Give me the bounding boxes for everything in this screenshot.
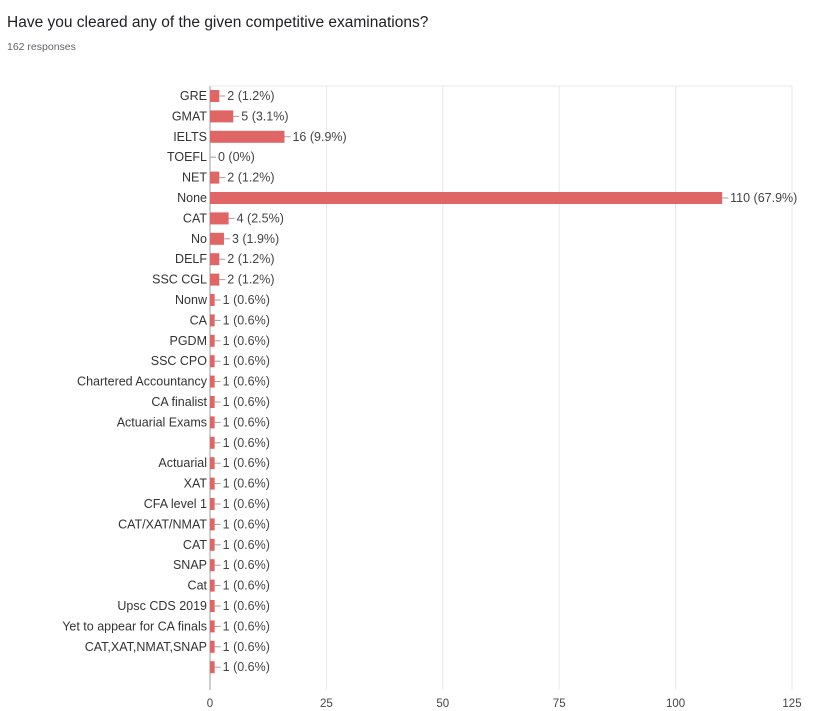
bar	[210, 90, 220, 102]
category-label: CA finalist	[151, 395, 207, 409]
category-label: CAT/XAT/NMAT	[118, 517, 207, 531]
category-label: GMAT	[172, 109, 208, 123]
data-label: 0 (0%)	[218, 150, 255, 164]
category-label: CAT	[183, 211, 207, 225]
bar	[210, 110, 234, 123]
category-label: Actuarial Exams	[117, 415, 207, 429]
data-label: 2 (1.2%)	[227, 273, 274, 287]
bar	[210, 334, 215, 347]
data-label: 1 (0.6%)	[223, 517, 270, 531]
category-label: CAT,XAT,NMAT,SNAP	[85, 640, 207, 654]
question-title: Have you cleared any of the given compet…	[7, 14, 429, 31]
data-label: 1 (0.6%)	[223, 456, 270, 470]
data-label: 5 (3.1%)	[241, 109, 288, 123]
bar	[210, 498, 215, 510]
data-label: 1 (0.6%)	[223, 334, 270, 348]
bars	[210, 90, 723, 674]
category-label: TOEFL	[167, 150, 207, 164]
data-label: 1 (0.6%)	[223, 293, 270, 307]
grid-lines	[209, 85, 793, 690]
bar	[210, 620, 215, 633]
bar	[210, 232, 224, 245]
bar	[210, 294, 215, 306]
x-tick-label: 100	[666, 698, 685, 710]
x-tick-label: 25	[320, 698, 333, 710]
data-label: 1 (0.6%)	[223, 375, 270, 389]
category-label: PGDM	[170, 334, 208, 348]
data-label: 1 (0.6%)	[223, 640, 270, 654]
category-label: Cat	[188, 579, 208, 593]
bar	[210, 192, 723, 204]
bar	[210, 477, 215, 490]
data-labels: 2 (1.2%) 5 (3.1%) 16 (9.9%) 0 (0%) 2 (1.2%) 1…	[210, 89, 797, 674]
category-label: CAT	[183, 538, 207, 552]
x-tick-label: 50	[436, 698, 449, 710]
category-label: Nonw	[175, 293, 208, 307]
category-label: SSC CPO	[151, 354, 208, 368]
category-label: No	[191, 232, 207, 246]
bar	[210, 212, 229, 225]
data-label: 1 (0.6%)	[223, 415, 270, 429]
category-label: SSC CGL	[152, 273, 207, 287]
bar	[210, 171, 220, 184]
category-label: CA	[190, 313, 208, 327]
data-label: 2 (1.2%)	[227, 252, 274, 266]
bar	[210, 559, 215, 572]
data-label: 2 (1.2%)	[227, 171, 274, 185]
category-label: GRE	[180, 89, 207, 103]
bar	[210, 130, 285, 143]
category-label: DELF	[175, 252, 207, 266]
category-label: NET	[182, 171, 207, 185]
category-label: CFA level 1	[144, 497, 207, 511]
data-label: 1 (0.6%)	[223, 354, 270, 368]
bar	[210, 273, 220, 286]
bar	[210, 314, 215, 327]
bar	[210, 436, 215, 449]
data-label: 2 (1.2%)	[227, 89, 274, 103]
data-label: 16 (9.9%)	[292, 130, 346, 144]
data-label: 1 (0.6%)	[223, 395, 270, 409]
bar	[210, 538, 215, 551]
data-label: 1 (0.6%)	[223, 660, 270, 674]
category-label: None	[177, 191, 207, 205]
category-labels: GRE GMAT IELTS TOEFL NET None CAT No DELF SSC CGL…	[62, 89, 208, 654]
data-label: 1 (0.6%)	[223, 477, 270, 491]
data-label: 1 (0.6%)	[223, 436, 270, 450]
bar	[210, 518, 215, 531]
data-label: 1 (0.6%)	[223, 579, 270, 593]
response-count: 162 responses	[7, 41, 76, 53]
bar	[210, 600, 215, 612]
data-label: 1 (0.6%)	[223, 538, 270, 552]
category-label: Yet to appear for CA finals	[62, 619, 207, 633]
category-label: Upsc CDS 2019	[117, 599, 207, 613]
category-label: Chartered Accountancy	[77, 375, 208, 389]
bar	[210, 661, 215, 674]
data-label: 1 (0.6%)	[223, 313, 270, 327]
data-label: 3 (1.9%)	[232, 232, 279, 246]
category-label: XAT	[184, 477, 208, 491]
x-axis-ticks: 0 25 50 75 100 125	[207, 698, 802, 710]
data-label: 1 (0.6%)	[223, 558, 270, 572]
bar	[210, 355, 215, 368]
bar	[210, 579, 215, 592]
x-tick-label: 125	[782, 698, 801, 710]
bar	[210, 375, 215, 388]
x-tick-label: 0	[207, 698, 213, 710]
x-tick-label: 75	[553, 698, 566, 710]
category-label: IELTS	[173, 130, 207, 144]
bar	[210, 253, 220, 266]
bar	[210, 457, 215, 470]
data-label: 4 (2.5%)	[237, 211, 284, 225]
bar	[210, 396, 215, 408]
data-label: 1 (0.6%)	[223, 497, 270, 511]
data-label: 110 (67.9%)	[730, 191, 797, 205]
category-label: SNAP	[173, 558, 207, 572]
category-label: Actuarial	[158, 456, 207, 470]
bar	[210, 416, 215, 429]
data-label: 1 (0.6%)	[223, 599, 270, 613]
data-label: 1 (0.6%)	[223, 619, 270, 633]
bar	[210, 640, 215, 653]
